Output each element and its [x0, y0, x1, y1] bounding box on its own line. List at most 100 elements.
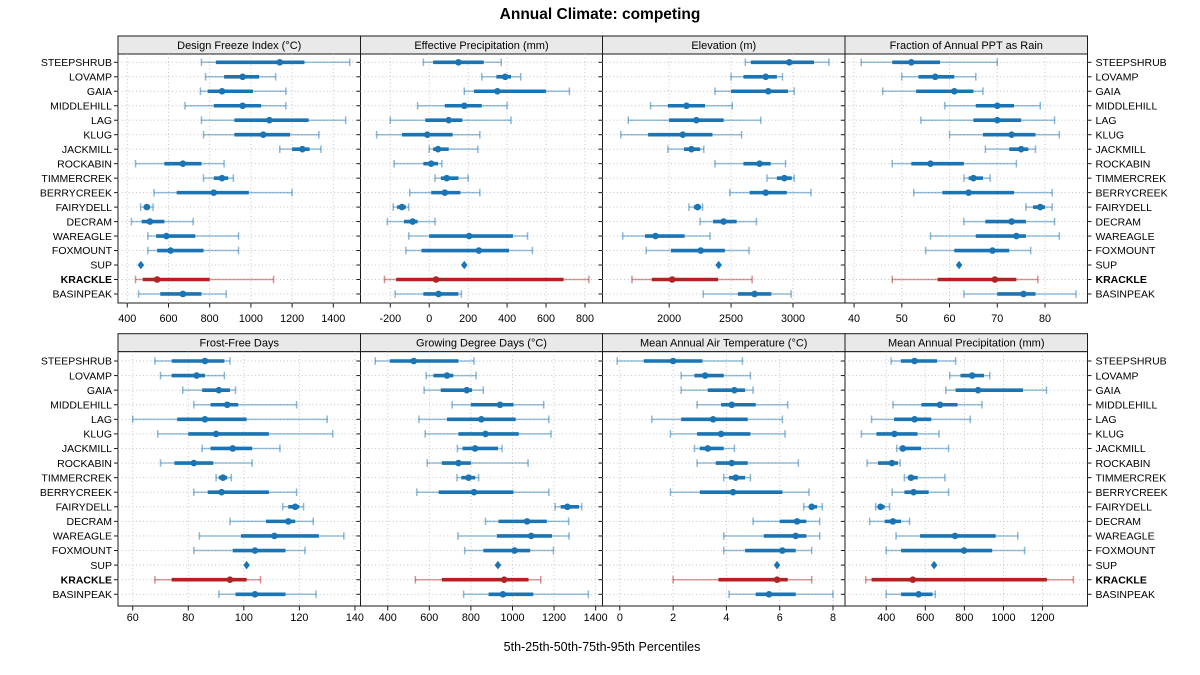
interval-row-krackle	[414, 575, 542, 584]
median-dot	[792, 532, 800, 540]
site-label: GAIA	[87, 86, 112, 98]
interval-row-fairydell	[139, 203, 154, 211]
interval-row-foxmount	[405, 246, 534, 255]
median-dot	[229, 445, 237, 452]
interval-row-decram	[229, 517, 315, 526]
interval-row-sup	[955, 260, 963, 270]
median-dot	[669, 357, 677, 365]
median-dot	[435, 290, 442, 298]
median-dot	[153, 276, 161, 283]
median-dot	[762, 73, 770, 81]
median-dot	[915, 590, 922, 598]
interval-row-rockabin	[393, 159, 443, 168]
x-tick-label: 6	[777, 612, 783, 624]
median-dot	[908, 59, 915, 66]
median-dot	[951, 532, 959, 540]
median-dot	[499, 590, 507, 598]
median-dot	[668, 276, 676, 283]
median-dot	[808, 503, 815, 511]
interval-row-foxmount	[193, 546, 306, 555]
interval-row-decram	[752, 517, 821, 526]
interval-row-lag	[131, 415, 328, 424]
median-dot	[756, 160, 763, 167]
median-dot	[764, 87, 772, 95]
x-tick-label: 1000	[239, 313, 263, 325]
site-label: ROCKABIN	[57, 158, 112, 170]
interval-row-fairydell	[281, 503, 305, 511]
median-dot	[931, 73, 939, 81]
interval-row-timmercrek	[903, 473, 946, 482]
interval-row-fairydell	[392, 203, 410, 211]
median-dot	[1008, 131, 1015, 138]
x-tick-label: 80	[182, 612, 194, 624]
site-label: MIDDLEHILL	[1096, 100, 1158, 112]
median-dot	[717, 430, 725, 438]
x-tick-label: 0	[617, 612, 623, 624]
median-dot	[455, 59, 462, 66]
diamond-marker	[460, 260, 468, 270]
site-label: MIDDLEHILL	[50, 399, 112, 411]
trellis-plot: Design Freeze Index (°C)400 600 800 1000 120…	[40, 35, 1168, 654]
panel-fraction-of-annual-ppt-as-rain: Fraction of Annual PPT as Rain 40 50 60 70 80	[841, 35, 1092, 325]
interval-row-lag	[870, 415, 972, 424]
interval-row-fairydell	[874, 503, 891, 511]
x-tick-label: 2	[670, 612, 676, 624]
median-dot	[910, 488, 917, 496]
median-dot	[1013, 232, 1020, 240]
median-dot	[704, 445, 712, 452]
site-label: KRACKLE	[61, 574, 112, 586]
median-dot	[693, 116, 700, 124]
interval-row-gaia	[680, 386, 754, 394]
interval-row-krackle	[672, 575, 813, 584]
median-dot	[494, 87, 501, 95]
interval-row-lovamp	[948, 371, 991, 380]
interval-row-jackmill	[693, 444, 736, 453]
interval-row-gaia	[881, 87, 984, 96]
interval-row-middlehill	[451, 400, 545, 409]
median-dot	[251, 547, 259, 554]
site-label: GAIA	[1096, 385, 1121, 397]
interval-row-rockabin	[714, 159, 787, 168]
x-tick-label: 1000	[991, 612, 1015, 624]
interval-row-krackle	[134, 275, 275, 284]
median-dot	[179, 160, 187, 167]
median-dot	[779, 547, 786, 554]
x-tick-label: 400	[118, 313, 136, 325]
median-dot	[731, 386, 738, 394]
interval-row-basinpeak	[218, 590, 317, 599]
median-dot	[694, 203, 701, 211]
interval-row-lovamp	[730, 72, 784, 81]
site-label: TIMMERCREK	[41, 173, 112, 185]
site-label: MIDDLEHILL	[1096, 399, 1158, 411]
site-label: FAIRYDELL	[56, 202, 113, 214]
panel-strip-title: Effective Precipitation (mm)	[414, 40, 548, 52]
median-dot	[266, 116, 273, 124]
site-label: BASINPEAK	[52, 589, 112, 601]
x-tick-label: 50	[896, 313, 908, 325]
interval-row-decram	[868, 517, 911, 526]
interval-row-wareagle	[147, 232, 240, 240]
panel-strip-title: Fraction of Annual PPT as Rain	[890, 40, 1043, 52]
median-dot	[443, 372, 451, 379]
x-tick-label: 1200	[542, 612, 566, 624]
interval-row-timmercrek	[456, 473, 480, 482]
interval-row-sup	[715, 260, 722, 270]
interval-row-klug	[669, 430, 786, 438]
site-label: BERRYCREEK	[40, 187, 112, 199]
interval-row-decram	[699, 217, 758, 226]
site-label: LOVAMP	[1096, 370, 1139, 382]
gridlines	[845, 54, 1088, 303]
median-dot	[398, 203, 406, 211]
median-dot	[960, 547, 968, 554]
interval-row-timmercrek	[215, 473, 233, 482]
median-dot	[410, 357, 418, 365]
interval-row-berrycreek	[729, 188, 812, 197]
x-tick-label: 0	[426, 313, 432, 325]
interval-row-jackmill	[896, 444, 950, 453]
interval-row-timmercrek	[723, 473, 752, 482]
x-tick-label: 1000	[500, 612, 524, 624]
median-dot	[201, 416, 209, 423]
diamond-marker	[773, 560, 781, 570]
interval-row-wareagle	[198, 532, 345, 540]
interval-row-jackmill	[278, 145, 322, 153]
